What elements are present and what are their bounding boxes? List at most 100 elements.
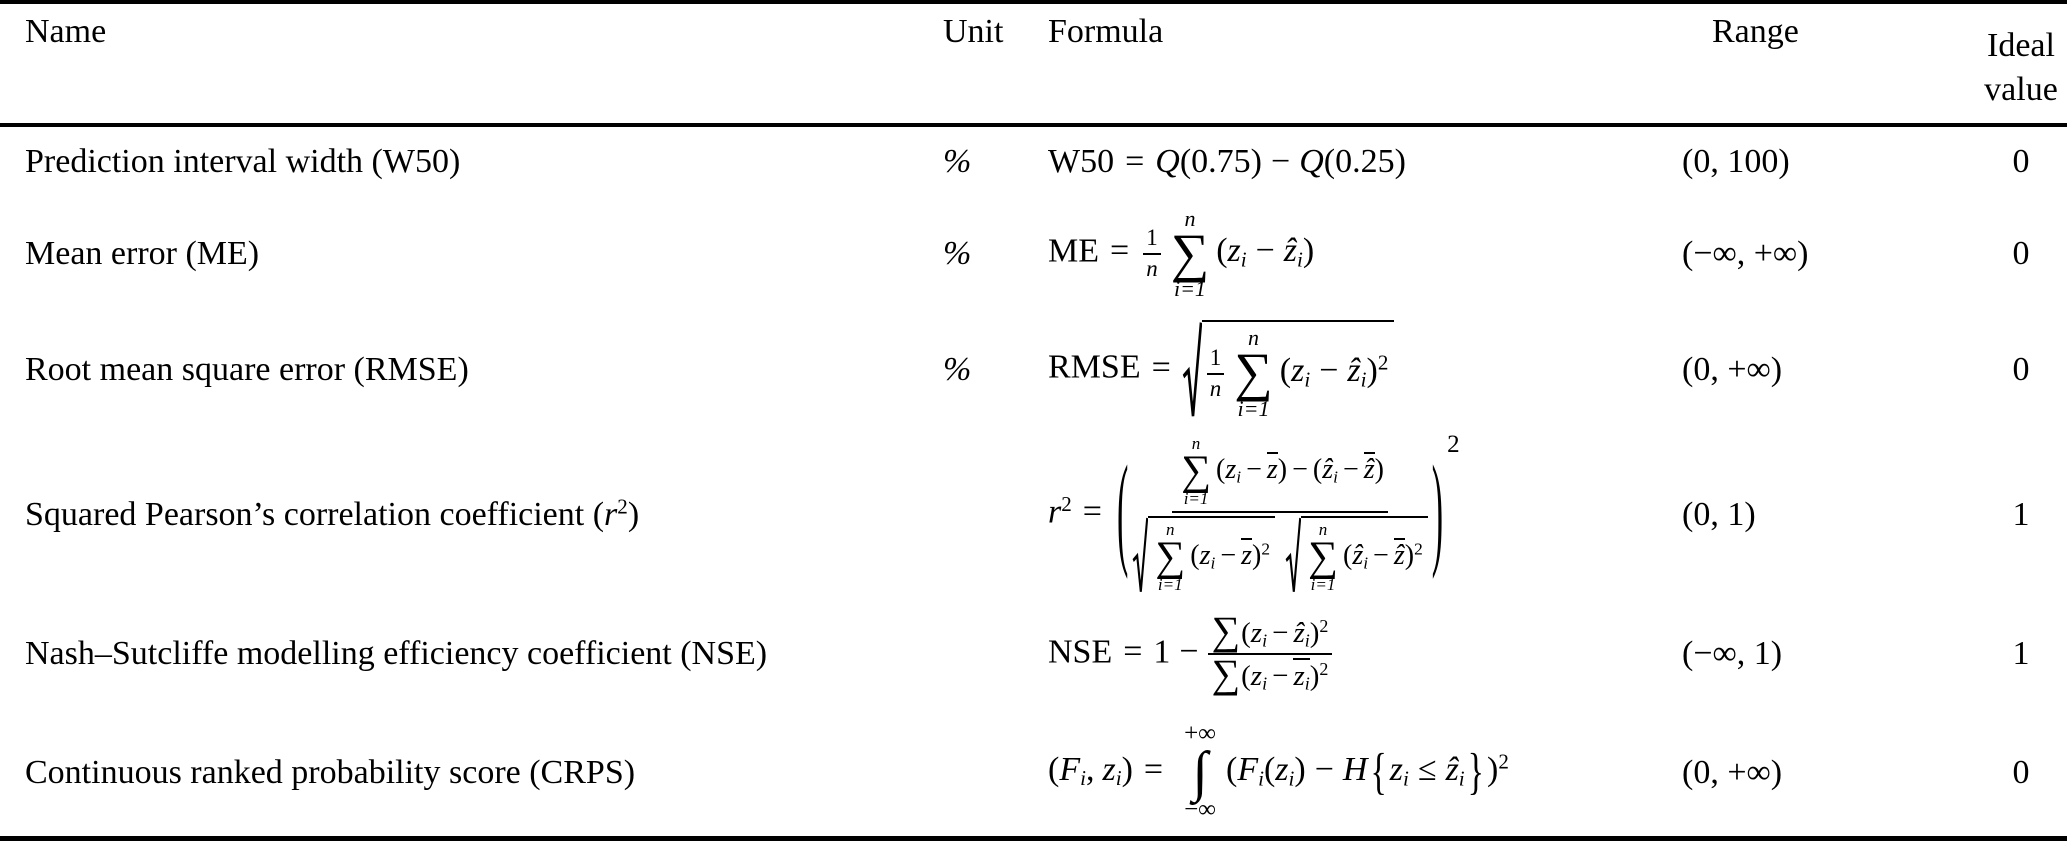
metric-range: (−∞, 1) <box>1682 635 1783 672</box>
minus-sign: − <box>1255 232 1275 270</box>
minus-sign: − <box>1220 540 1237 572</box>
math-token: ẑ <box>1352 540 1364 572</box>
big-paren-open: ( <box>1116 444 1129 582</box>
math-token: F <box>1237 751 1259 789</box>
sum-operator: n ∑ i=1 <box>1234 326 1273 419</box>
sigma-icon: ∑ <box>1211 607 1241 653</box>
math-token: (0.25) <box>1323 143 1406 180</box>
overline: z <box>1266 451 1278 485</box>
math-token: z <box>1227 232 1241 270</box>
exponent: 2 <box>1498 749 1509 774</box>
math-token: RMSE <box>1048 348 1141 386</box>
square-root: 1 n n ∑ i=1 (zi − ẑi)2 <box>1182 320 1395 420</box>
math-token: 1 <box>1153 632 1171 670</box>
table-row: Nash–Sutcliffe modelling efficiency coef… <box>0 599 2067 709</box>
table-row: Mean error (ME) % ME = 1 n n ∑ i=1 (zi − ẑi) (−∞,… <box>0 197 2067 310</box>
minus-sign: − <box>1271 143 1291 180</box>
math-token: ( <box>1226 751 1238 789</box>
math-token: z <box>1389 751 1404 789</box>
metric-formula: (Fi, zi) = +∞ ∫ −∞ (Fi(zi) − H{zi ≤ ẑi})2 <box>1048 709 1682 836</box>
metric-name: Mean error (ME) <box>25 234 260 272</box>
math-token: ẑ <box>1293 616 1305 649</box>
table-row: Prediction interval width (W50) % W50 = Q(… <box>0 127 2067 197</box>
radical-icon <box>1132 517 1149 592</box>
formula-nse: NSE = 1− ∑(zi − ẑi)2 ∑(zi − zi)2 <box>1048 610 1333 693</box>
math-token: ) <box>1366 351 1378 389</box>
metric-formula: ME = 1 n n ∑ i=1 (zi − ẑi) <box>1048 197 1682 310</box>
subscript: i <box>1304 629 1310 650</box>
formula-rmse: RMSE = 1 n n ∑ i=1 (zi − ẑi)2 <box>1048 320 1395 420</box>
integral-icon: ∫ <box>1192 740 1208 803</box>
col-header-range: Range <box>1712 13 1799 50</box>
integral-lower-limit: −∞ <box>1184 796 1216 824</box>
square-root: n ∑ i=1 (ẑi − ẑ)2 <box>1285 516 1428 594</box>
math-token: ) <box>1302 232 1315 270</box>
math-token: ẑ <box>1445 751 1459 789</box>
math-token: z <box>1250 659 1263 692</box>
big-paren-close: ) <box>1431 444 1444 582</box>
metric-range: (0, 100) <box>1682 143 1790 180</box>
metric-range: (0, 1) <box>1682 495 1756 533</box>
sigma-icon: ∑ <box>1308 533 1338 580</box>
math-token: Q <box>1155 143 1180 180</box>
sum-upper-limit: n <box>1248 325 1260 351</box>
subscript: i <box>1403 766 1409 791</box>
overline: z <box>1241 538 1253 572</box>
equals-sign: = <box>1082 493 1102 531</box>
math-token: ẑ <box>1283 232 1298 270</box>
metric-range: (−∞, +∞) <box>1682 234 1809 272</box>
fraction: n ∑ i=1 (zi − z) − (ẑi − ẑ) n ∑ i=1 (zi − z)2 n ∑ i=1 (ẑi − ẑ… <box>1132 434 1428 595</box>
math-token: z <box>1199 540 1211 572</box>
sum-upper-limit: n <box>1166 520 1175 539</box>
metric-range: (0, +∞) <box>1682 753 1783 791</box>
math-token: ) <box>1374 453 1384 485</box>
sum-operator: n ∑ i=1 <box>1181 434 1211 509</box>
math-token: z <box>1241 540 1253 572</box>
math-token: ẑ <box>1363 453 1375 485</box>
metric-ideal-value: 1 <box>2012 635 2030 672</box>
integral-upper-limit: +∞ <box>1184 720 1216 748</box>
big-brace-open: { <box>1370 744 1387 800</box>
subscript: i <box>1236 467 1242 487</box>
exponent: 2 <box>1261 539 1271 559</box>
math-token: ) <box>1404 540 1415 572</box>
math-token: ( <box>1342 540 1353 572</box>
overline: zi <box>1293 657 1310 692</box>
col-header-ideal: Ideal value <box>1957 4 2067 123</box>
metric-formula: NSE = 1− ∑(zi − ẑi)2 ∑(zi − zi)2 <box>1048 599 1682 709</box>
equals-sign: = <box>1123 632 1143 670</box>
sum-lower-limit: i=1 <box>1183 489 1209 509</box>
math-token: ẑ <box>1347 351 1361 389</box>
numerator: ∑(zi − ẑi)2 <box>1212 610 1329 650</box>
metric-formula: r2 =(n ∑ i=1 (zi − z) − (ẑi − ẑ) n ∑ i=1 (zi − z)2 n ∑ i=1(… <box>1048 430 1682 599</box>
math-token: z <box>1293 659 1305 692</box>
math-token: ( <box>1190 540 1200 572</box>
metric-ideal-value: 0 <box>2012 143 2030 180</box>
formula-w50: W50 = Q(0.75) − Q(0.25) <box>1048 143 1406 181</box>
metric-name: Squared Pearson’s correlation coefficien… <box>0 430 941 599</box>
subscript: i <box>1360 367 1367 392</box>
numerator: 1 <box>1146 225 1158 250</box>
metric-ideal-value: 1 <box>2012 495 2030 533</box>
sigma-icon: ∑ <box>1170 222 1210 283</box>
math-token: ) <box>1277 453 1288 485</box>
formula-me: ME = 1 n n ∑ i=1 (zi − ẑi) <box>1048 207 1314 300</box>
integrand: (Fi(zi) − H{zi ≤ ẑi})2 <box>1226 744 1509 800</box>
math-token: ( <box>1048 751 1060 789</box>
sum-argument: (zi − ẑi) <box>1216 232 1315 270</box>
fraction: ∑(zi − ẑi)2 ∑(zi − zi)2 <box>1207 610 1333 693</box>
metric-range: (0, +∞) <box>1682 351 1783 388</box>
equals-sign: = <box>1125 143 1145 180</box>
numerator: n ∑ i=1 (zi − z) − (ẑi − ẑ) <box>1176 434 1384 507</box>
subscript: i <box>1288 766 1295 791</box>
math-token: z <box>1250 616 1263 649</box>
sum-upper-limit: n <box>1318 520 1328 539</box>
math-token: ME <box>1048 232 1099 270</box>
name-text: ) <box>627 495 640 533</box>
math-token: W50 <box>1048 143 1115 180</box>
metric-name: Prediction interval width (W50) <box>25 143 461 180</box>
table-row: Squared Pearson’s correlation coefficien… <box>0 430 2067 599</box>
exponent: 2 <box>1061 491 1072 516</box>
